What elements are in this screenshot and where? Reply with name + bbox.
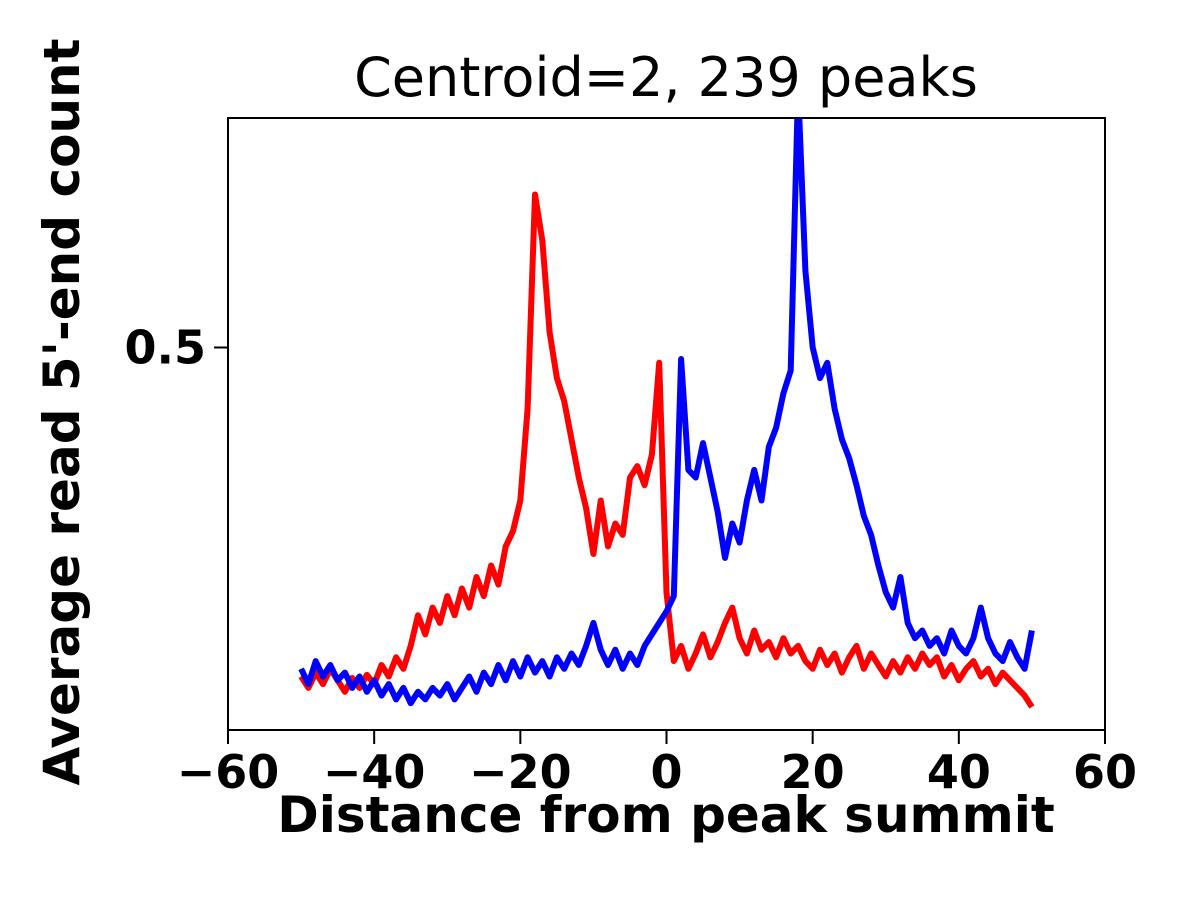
y-tick-label: 0.5	[125, 321, 207, 375]
blue-series-line	[298, 118, 1035, 707]
x-tick-label: 60	[1073, 745, 1137, 799]
x-tick-label: 0	[650, 745, 682, 799]
x-tick-label: −40	[323, 745, 426, 799]
x-axis-label: Distance from peak summit	[277, 786, 1055, 844]
x-tick-label: 40	[927, 745, 991, 799]
x-tick-label: −20	[469, 745, 572, 799]
x-tick-label: −60	[177, 745, 280, 799]
red-series-line	[298, 191, 1035, 709]
x-tick-label: 20	[781, 745, 845, 799]
chart-title: Centroid=2, 239 peaks	[354, 46, 978, 109]
y-axis-label: Average read 5'-end count	[33, 38, 91, 786]
